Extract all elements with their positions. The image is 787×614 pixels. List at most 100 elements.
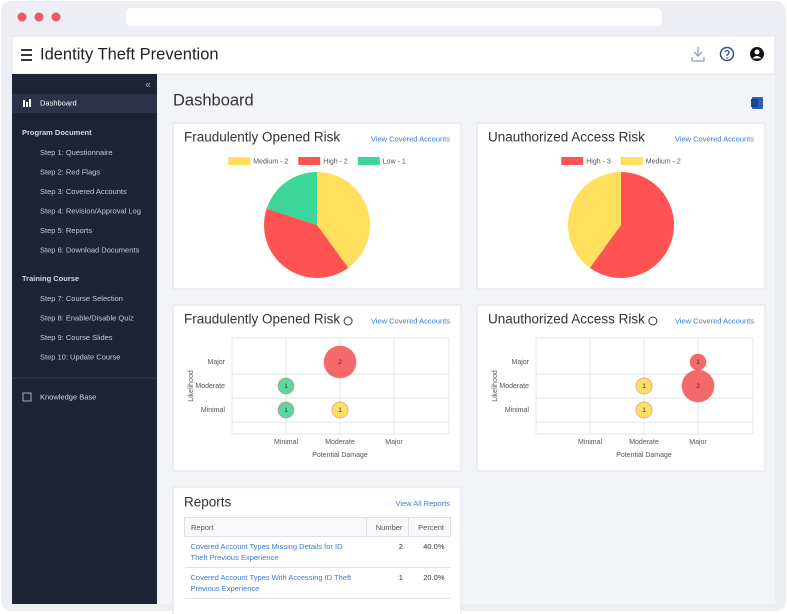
legend-swatch [228, 157, 251, 165]
panel-title: Fraudulently Opened Risk [184, 312, 340, 327]
legend-label: Medium - 2 [253, 158, 288, 165]
panel-title: Unauthorized Access Risk [488, 130, 645, 145]
help-icon[interactable] [648, 316, 658, 326]
x-axis-label: Potential Damage [312, 452, 368, 459]
table-cell: 1 [366, 567, 409, 599]
legend-label: Low - 1 [383, 158, 406, 165]
nav-item[interactable]: Step 8: Enable/Disable Quiz [40, 313, 134, 322]
table-row: Covered Account Types With Accessing ID … [184, 567, 451, 599]
bubble-label: 2 [696, 383, 700, 390]
panel [172, 304, 462, 472]
nav-section: Training Course [22, 274, 79, 283]
legend-swatch [561, 157, 584, 165]
legend-swatch [357, 157, 380, 165]
app-title: Identity Theft Prevention [40, 45, 219, 63]
y-axis-label: Likelihood [188, 370, 195, 402]
bubble [277, 401, 295, 419]
help-icon[interactable] [343, 316, 353, 326]
window-dot[interactable] [51, 12, 61, 22]
nav-item[interactable]: Step 1: Questionnaire [40, 148, 113, 157]
bubble-label: 1 [284, 407, 288, 414]
nav-item[interactable]: Step 9: Course Slides [40, 333, 113, 342]
window-dot[interactable] [17, 12, 27, 22]
y-tick-label: Major [511, 359, 529, 366]
panel-link[interactable]: View Covered Accounts [371, 134, 450, 143]
nav-item[interactable]: Dashboard [40, 98, 77, 107]
bubble-label: 1 [338, 407, 342, 414]
y-tick-label: Minimal [505, 407, 530, 414]
x-tick-label: Moderate [325, 439, 355, 446]
page-title: Dashboard [173, 91, 254, 109]
legend-swatch [298, 157, 321, 165]
table-cell: 2 [366, 598, 409, 604]
nav-item[interactable]: Step 5: Reports [40, 226, 92, 235]
dashboard-icon [23, 99, 31, 107]
user-icon[interactable] [750, 47, 764, 61]
column-header: Number [365, 517, 410, 537]
nav-item[interactable]: Step 2: Red Flags [40, 167, 100, 176]
menu-icon[interactable] [21, 49, 32, 61]
bubble [277, 377, 295, 395]
bubble [323, 345, 357, 379]
panel-link[interactable]: View Covered Accounts [371, 316, 450, 325]
report-link[interactable]: Covered Account Types Missing Details fo… [184, 536, 367, 568]
column-header: Report [184, 517, 367, 537]
table-cell: 2 [366, 536, 409, 568]
table-cell: 40.0% [408, 598, 451, 604]
y-tick-label: Major [207, 359, 225, 366]
bubble-label: 1 [642, 407, 646, 414]
active-nav[interactable] [12, 94, 157, 113]
bubble-label: 1 [642, 383, 646, 390]
help-icon[interactable] [719, 46, 735, 62]
panel-link[interactable]: View Covered Accounts [675, 316, 754, 325]
legend: High - 3 Medium - 2 [561, 157, 681, 165]
bubble [681, 369, 715, 403]
panel-title: Fraudulently Opened Risk [184, 130, 340, 145]
bubble [635, 401, 653, 419]
nav-item[interactable]: Step 4: Revision/Approval Log [40, 206, 141, 215]
nav-item[interactable]: Step 3: Covered Accounts [40, 187, 127, 196]
nav-item[interactable]: Step 6: Download Documents [40, 245, 139, 254]
legend-label: High - 2 [323, 158, 348, 165]
panel [476, 304, 766, 472]
y-tick-label: Moderate [499, 383, 529, 390]
reports-clip: Report Number Percent Covered Account Type… [173, 487, 462, 604]
report-link[interactable]: Covered Account Types With Opening ID Th… [184, 598, 367, 604]
nav-item[interactable]: Step 10: Update Course [40, 352, 120, 361]
table-cell: 40.0% [408, 536, 451, 568]
nav-item[interactable]: Step 7: Course Selection [40, 294, 123, 303]
sidebar [12, 74, 157, 604]
x-tick-label: Minimal [578, 439, 603, 446]
x-tick-label: Minimal [274, 439, 299, 446]
panel-link[interactable]: View Covered Accounts [675, 134, 754, 143]
nav-item[interactable]: Knowledge Base [40, 392, 96, 401]
y-tick-label: Moderate [195, 383, 225, 390]
table-cell: 20.0% [408, 567, 451, 599]
app-header [11, 35, 776, 75]
x-tick-label: Major [689, 439, 707, 446]
reports-table: Report Number Percent Covered Account Type… [184, 517, 451, 604]
word-icon[interactable] [751, 97, 763, 109]
pie-slice [264, 208, 349, 278]
nav-section: Program Document [22, 128, 92, 137]
pie-slice [568, 172, 621, 268]
bubble [331, 401, 349, 419]
window-dot[interactable] [34, 12, 44, 22]
bubble-label: 1 [284, 383, 288, 390]
x-tick-label: Major [385, 439, 403, 446]
panel-title: Reports [184, 495, 232, 510]
table-row: Covered Account Types Missing Details fo… [184, 536, 451, 568]
legend: Medium - 2 High - 2 Low - 1 [228, 157, 406, 165]
report-link[interactable]: Covered Account Types With Accessing ID … [184, 567, 367, 599]
bubble-label: 1 [696, 359, 700, 366]
panel-link[interactable]: View All Reports [396, 499, 451, 508]
address-bar[interactable] [126, 8, 662, 26]
pie-slice [317, 172, 370, 268]
panel-title: Unauthorized Access Risk [488, 312, 645, 327]
download-icon[interactable] [691, 47, 705, 62]
table-row: Covered Account Types With Opening ID Th… [184, 598, 451, 604]
book-icon [22, 392, 32, 402]
collapse-icon[interactable]: « [145, 80, 151, 91]
